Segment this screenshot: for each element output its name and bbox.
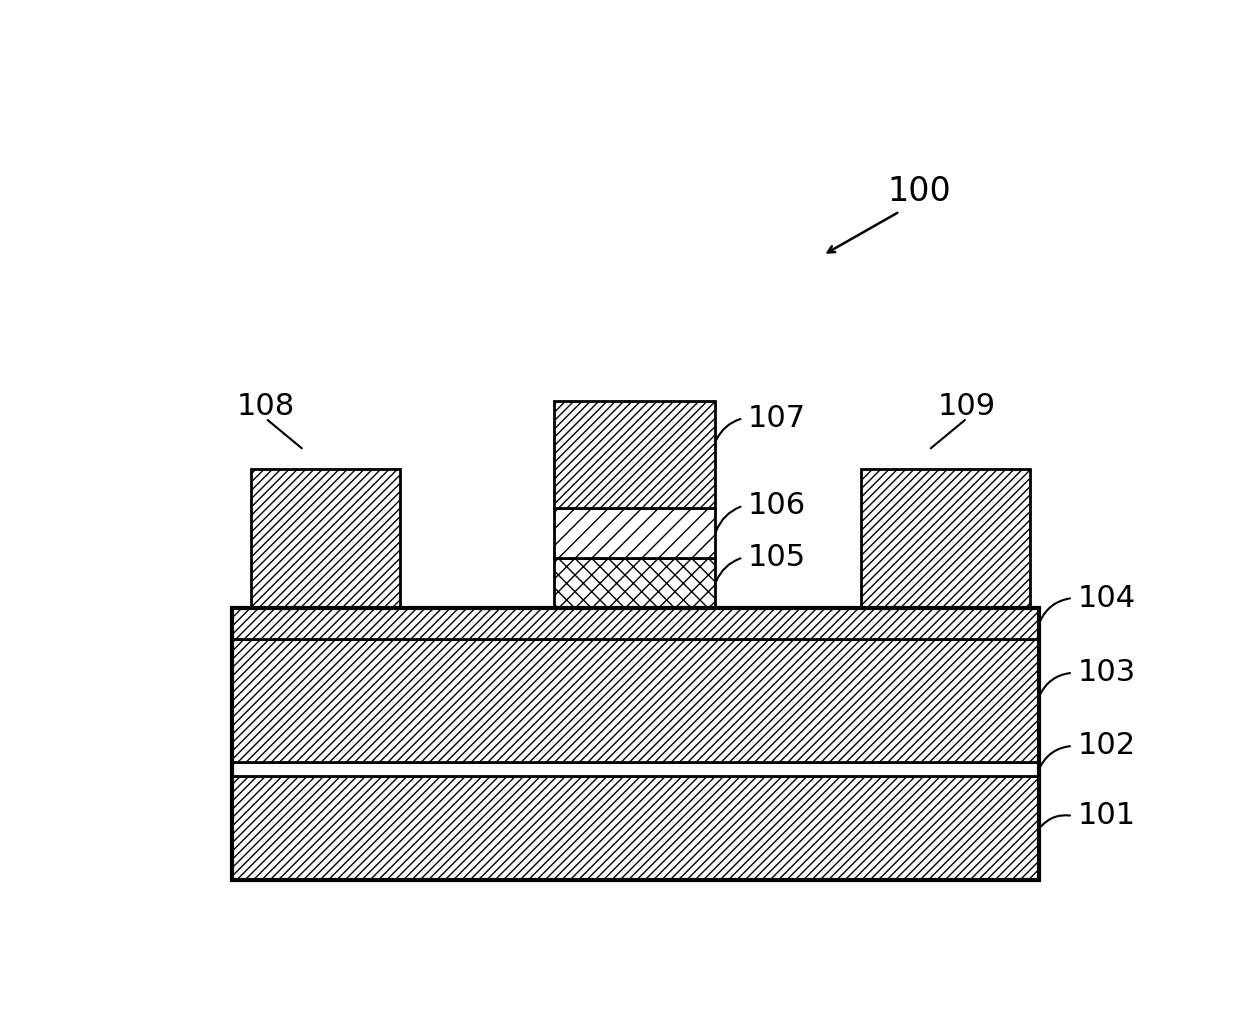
Bar (862, 469, 1029, 608)
Bar (232, 762, 1039, 776)
Bar (250, 469, 401, 608)
Text: 108: 108 (237, 392, 295, 420)
Bar (715, 469, 862, 608)
Text: 106: 106 (748, 492, 806, 521)
Text: 101: 101 (1078, 802, 1136, 831)
Text: 103: 103 (1078, 658, 1136, 687)
Bar (232, 638, 1039, 762)
Bar (232, 776, 1039, 880)
Bar (401, 469, 554, 608)
Text: 104: 104 (1078, 584, 1136, 613)
Bar (232, 608, 1039, 880)
Text: 102: 102 (1078, 731, 1136, 760)
Text: 109: 109 (937, 392, 996, 420)
Text: 105: 105 (748, 543, 806, 572)
Bar (554, 558, 715, 608)
Bar (554, 401, 715, 508)
Text: 107: 107 (748, 404, 806, 433)
Bar (232, 608, 1039, 638)
Bar (554, 508, 715, 558)
Text: 100: 100 (887, 175, 951, 208)
